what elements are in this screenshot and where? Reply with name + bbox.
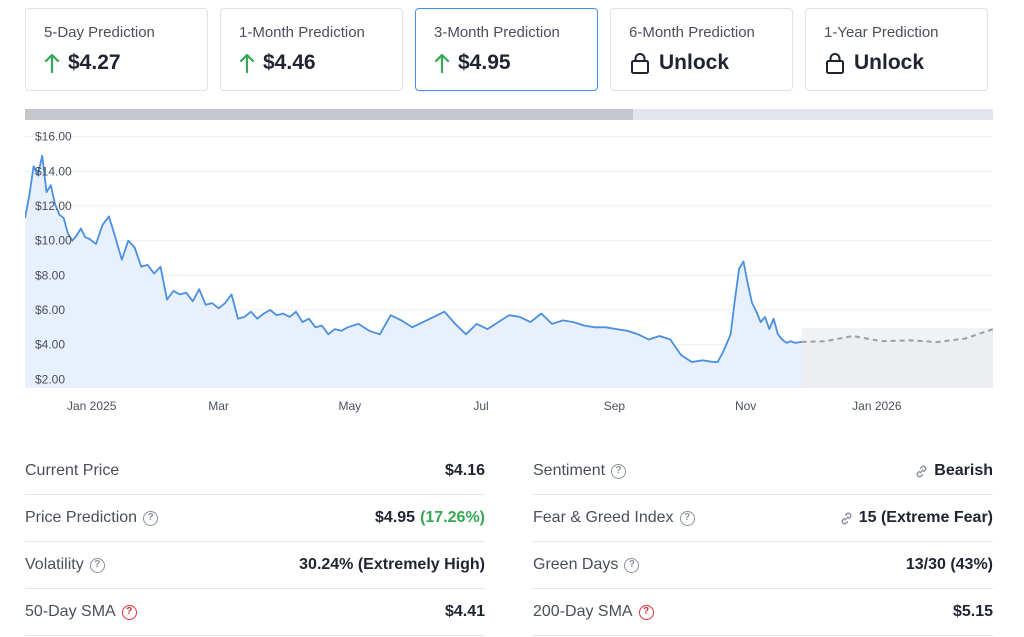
range-slider-track[interactable] — [25, 109, 993, 120]
y-tick-label: $12.00 — [35, 199, 72, 213]
stat-row: Current Price $4.16 — [25, 448, 485, 495]
stat-label-text: Sentiment — [533, 462, 606, 479]
help-icon[interactable]: ? — [143, 510, 159, 526]
x-tick-label: Jan 2025 — [67, 399, 117, 413]
stat-row: Sentiment? Bearish — [533, 448, 993, 495]
stat-label: Volatility? — [25, 556, 105, 574]
help-icon[interactable]: ? — [624, 557, 640, 573]
help-icon[interactable]: ? — [121, 604, 137, 620]
prediction-card-1-month[interactable]: 1-Month Prediction $4.46 — [220, 8, 403, 91]
stat-value: 30.24% (Extremely High) — [299, 556, 485, 574]
forecast-area — [801, 329, 993, 388]
link-icon — [916, 465, 927, 477]
prediction-card-6-month[interactable]: 6-Month Prediction Unlock — [610, 8, 793, 91]
stat-label-text: 200-Day SMA — [533, 603, 633, 620]
stat-value-text: Bearish — [934, 462, 993, 479]
stat-label-text: Green Days — [533, 556, 619, 573]
prediction-card-value: $4.27 — [68, 51, 121, 74]
stat-value-text: $4.41 — [444, 603, 485, 620]
lock-icon — [631, 53, 649, 74]
stat-label: Sentiment? — [533, 462, 627, 480]
stats-right-column: Sentiment? Bearish Fear & Greed Index? 15 (… — [533, 448, 993, 636]
prediction-card-value: $4.95 — [458, 51, 511, 74]
help-icon[interactable]: ? — [89, 557, 105, 573]
stat-label-text: Fear & Greed Index — [533, 509, 674, 526]
prediction-card-value: $4.46 — [263, 51, 316, 74]
stat-row: 50-Day SMA? $4.41 — [25, 589, 485, 636]
prediction-card-value: Unlock — [854, 51, 925, 74]
stat-value: $4.16 — [445, 462, 485, 480]
stat-label-text: Volatility — [25, 556, 84, 573]
prediction-card-5-day[interactable]: 5-Day Prediction $4.27 — [25, 8, 208, 91]
prediction-card-label: 6-Month Prediction — [629, 24, 755, 41]
price-line — [25, 154, 802, 363]
stat-value: 13/30 (43%) — [906, 556, 993, 574]
stat-label: 200-Day SMA? — [533, 603, 654, 621]
y-tick-label: $10.00 — [35, 234, 72, 248]
prediction-card-1-year[interactable]: 1-Year Prediction Unlock — [805, 8, 988, 91]
help-icon[interactable]: ? — [611, 463, 627, 479]
stat-row: Price Prediction? $4.95 (17.26%) — [25, 495, 485, 542]
x-tick-label: Mar — [208, 399, 229, 413]
stats-left-column: Current Price $4.16 Price Prediction? $4.95… — [25, 448, 485, 636]
prediction-cards: 5-Day Prediction $4.27 1-Month Predictio… — [25, 8, 993, 91]
stat-value-text: 30.24% (Extremely High) — [299, 556, 485, 573]
price-area — [25, 155, 802, 388]
x-tick-label: May — [338, 399, 361, 413]
range-slider-fill[interactable] — [25, 109, 633, 120]
link-icon — [841, 512, 852, 524]
prediction-card-label: 5-Day Prediction — [44, 24, 155, 41]
stat-row: Green Days? 13/30 (43%) — [533, 542, 993, 589]
stat-label-text: Price Prediction — [25, 509, 138, 526]
y-tick-label: $16.00 — [35, 130, 72, 144]
stat-value: $4.41 — [445, 603, 485, 621]
x-tick-label: Jul — [473, 399, 488, 413]
stat-value-change: (17.26%) — [420, 509, 485, 526]
x-tick-label: Jan 2026 — [852, 399, 902, 413]
prediction-card-label: 1-Month Prediction — [239, 24, 365, 41]
y-tick-label: $4.00 — [35, 338, 65, 352]
y-tick-label: $14.00 — [35, 164, 72, 178]
stat-row: Volatility? 30.24% (Extremely High) — [25, 542, 485, 589]
y-tick-label: $6.00 — [35, 303, 65, 317]
arrow-up-icon — [239, 53, 255, 73]
x-tick-label: Sep — [604, 399, 626, 413]
stat-value-text: 13/30 (43%) — [905, 556, 993, 573]
stat-value: $4.95 (17.26%) — [375, 509, 485, 527]
help-icon[interactable]: ? — [679, 510, 695, 526]
lock-icon — [826, 53, 844, 74]
stat-row: 200-Day SMA? $5.15 — [533, 589, 993, 636]
prediction-card-value: Unlock — [659, 51, 730, 74]
stat-label-text: 50-Day SMA — [25, 603, 116, 620]
forecast-line — [801, 328, 993, 344]
stat-value: Bearish — [914, 462, 993, 480]
stat-value-text: $5.15 — [952, 603, 993, 620]
stat-label: Current Price — [25, 462, 119, 480]
arrow-up-icon — [44, 53, 60, 73]
stat-label: Price Prediction? — [25, 509, 159, 527]
y-tick-label: $8.00 — [35, 268, 65, 282]
arrow-up-icon — [434, 53, 450, 73]
stat-label: Fear & Greed Index? — [533, 509, 695, 527]
prediction-card-label: 1-Year Prediction — [824, 24, 939, 41]
stat-label: 50-Day SMA? — [25, 603, 137, 621]
y-tick-label: $2.00 — [35, 372, 65, 386]
help-icon[interactable]: ? — [638, 604, 654, 620]
stat-value: $5.15 — [953, 603, 993, 621]
stat-label: Green Days? — [533, 556, 640, 574]
stat-row: Fear & Greed Index? 15 (Extreme Fear) — [533, 495, 993, 542]
prediction-card-3-month[interactable]: 3-Month Prediction $4.95 — [415, 8, 598, 91]
prediction-card-label: 3-Month Prediction — [434, 24, 560, 41]
stat-value: 15 (Extreme Fear) — [839, 509, 993, 527]
stat-value-text: 15 (Extreme Fear) — [858, 509, 993, 526]
stat-label-text: Current Price — [25, 462, 120, 479]
x-tick-label: Nov — [735, 399, 756, 413]
stat-value-text: $4.16 — [444, 462, 485, 479]
price-chart: $2.00 $4.00 $6.00 $8.00 $10.00 $12.00 $14.00 $1… — [25, 130, 993, 413]
stat-value-text: $4.95 — [375, 509, 416, 526]
